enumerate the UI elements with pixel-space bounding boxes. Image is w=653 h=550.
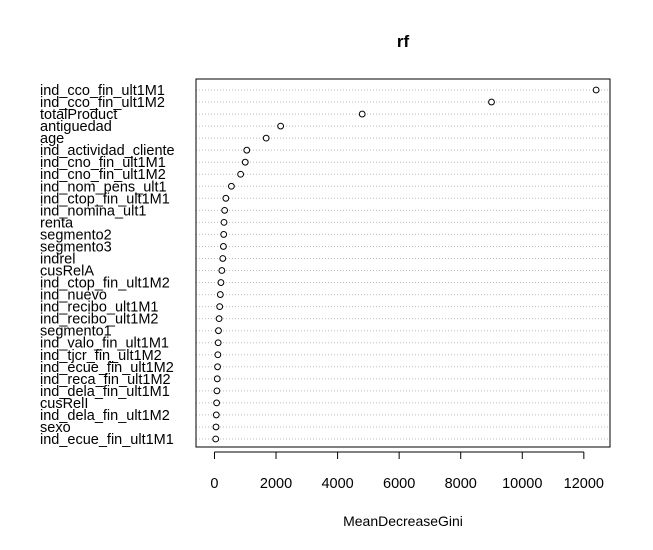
variable-labels: ind_cco_fin_ult1M1ind_cco_fin_ult1M2tota… <box>40 83 175 448</box>
data-point <box>242 159 248 165</box>
data-point <box>221 219 227 225</box>
data-point <box>278 123 284 129</box>
x-tick-label: 10000 <box>502 476 542 492</box>
data-points <box>213 87 599 442</box>
data-point <box>215 340 221 346</box>
data-point <box>219 268 225 274</box>
x-tick-label: 2000 <box>260 476 292 492</box>
data-point <box>214 388 220 394</box>
data-point <box>216 328 222 334</box>
data-point <box>215 352 221 358</box>
data-point <box>489 99 495 105</box>
data-point <box>217 292 223 298</box>
data-point <box>263 135 269 141</box>
data-point <box>220 256 226 262</box>
data-point <box>223 195 229 201</box>
data-point <box>244 147 250 153</box>
x-tick-label: 12000 <box>564 476 604 492</box>
data-point <box>218 280 224 286</box>
grid-lines <box>196 90 610 439</box>
data-point <box>228 183 234 189</box>
data-point <box>216 316 222 322</box>
x-tick-label: 4000 <box>321 476 353 492</box>
x-tick-label: 8000 <box>445 476 477 492</box>
data-point <box>217 304 223 310</box>
data-point <box>220 244 226 250</box>
data-point <box>222 207 228 213</box>
data-point <box>213 436 219 442</box>
data-point <box>238 171 244 177</box>
data-point <box>359 111 365 117</box>
x-tick-label: 0 <box>210 476 218 492</box>
data-point <box>221 232 227 238</box>
data-point <box>213 412 219 418</box>
data-point <box>214 400 220 406</box>
plot-frame <box>196 79 610 447</box>
variable-label: ind_ecue_fin_ult1M1 <box>40 432 174 448</box>
x-axis-label: MeanDecreaseGini <box>343 513 463 529</box>
data-point <box>215 364 221 370</box>
x-tick-label: 6000 <box>383 476 415 492</box>
x-axis: 0 2000 4000 6000 8000 10000 12000 <box>210 452 604 492</box>
data-point <box>213 424 219 430</box>
data-point <box>593 87 599 93</box>
data-point <box>214 376 220 382</box>
chart-title: rf <box>397 32 410 51</box>
